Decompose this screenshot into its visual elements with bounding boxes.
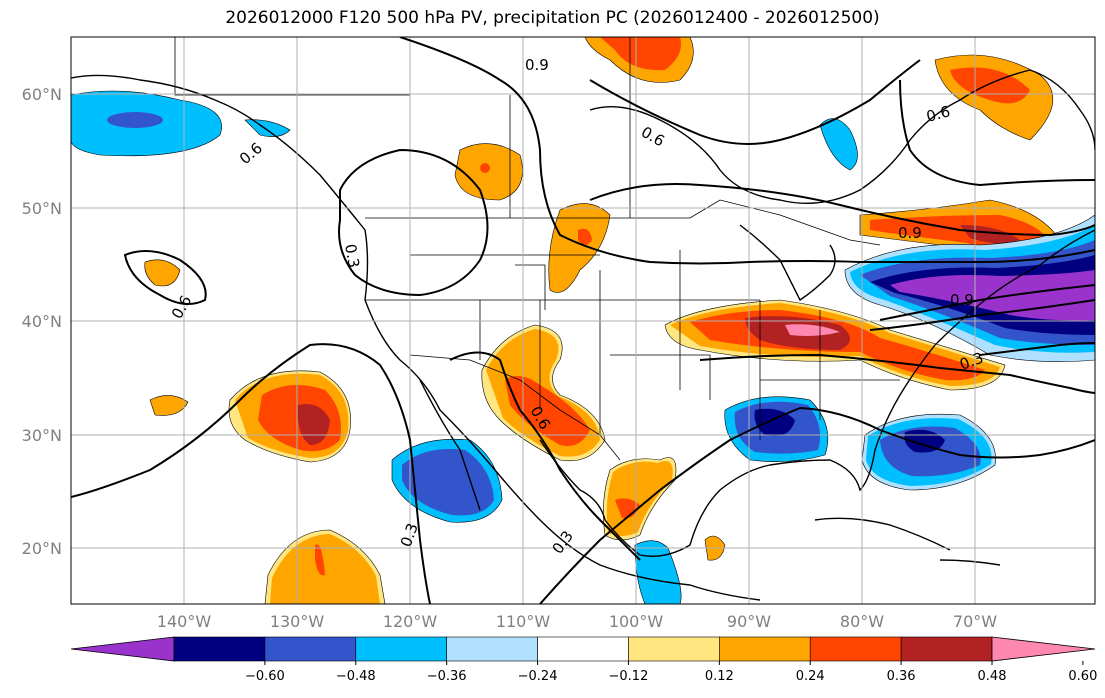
colorbar-tick-label: 0.24 [796,669,825,684]
lon-label: 140°W [157,612,212,631]
colorbar-tick-label: −0.60 [245,669,285,684]
latitude-labels: 60°N 50°N 40°N 30°N 20°N [22,85,62,558]
colorbar-tick-label: 0.48 [978,669,1007,684]
shade-orange [149,395,189,416]
map-frame [70,36,1096,605]
colorbar-tick-label: −0.12 [609,669,649,684]
colorbar-tick-label: −0.24 [518,669,558,684]
lon-label: 70°W [953,612,997,631]
colorbar-bin [809,636,902,662]
lat-label: 40°N [22,312,62,331]
contour-label: 0.9 [898,224,922,242]
colorbar-bin [719,636,811,662]
colorbar-bin [355,636,447,662]
lon-label: 130°W [270,612,325,631]
contour-label: 0.9 [525,56,549,74]
colorbar-bin [264,636,357,662]
lat-label: 30°N [22,426,62,445]
colorbar-tick-label: −0.48 [336,669,376,684]
lon-label: 120°W [383,612,438,631]
shade-orange [144,259,181,287]
shade-dark-blue [107,112,163,128]
lat-label: 20°N [22,539,62,558]
colorbar-extend-low [70,636,175,662]
lon-label: 90°W [727,612,771,631]
shade-red-orange [615,498,640,519]
colorbar-bin [537,636,629,662]
colorbar-bin [900,636,993,662]
shade-navy [754,408,795,436]
contour-label: 0.9 [950,291,974,309]
lat-label: 50°N [22,199,62,218]
shade-red-orange [505,376,590,446]
colorbar-tick-label: 0.36 [887,669,916,684]
contour-label: 0.3 [341,243,363,270]
lon-label: 80°W [840,612,884,631]
map-title: 2026012000 F120 500 hPa PV, precipitatio… [225,8,880,28]
shade-pink [785,324,840,336]
lon-label: 100°W [609,612,664,631]
pv-contours [71,37,1095,604]
colorbar-tick-label: −0.36 [427,669,467,684]
contour-label: 0.6 [924,102,952,126]
coastlines [71,69,1095,601]
lat-label: 60°N [22,85,62,104]
shade-medium-blue [402,449,494,516]
colorbar-bin [628,636,720,662]
longitude-labels: 140°W 130°W 120°W 110°W 100°W 90°W 80°W … [157,612,997,631]
shade-red-orange [600,37,681,71]
shade-red-orange [315,544,325,576]
colorbar: −0.60 −0.48 −0.36 −0.24 −0.12 0.12 0.24 0.36 0.4… [70,636,1097,684]
graticule [71,37,1095,604]
colorbar-bin [446,636,538,662]
colorbar-tick-label: 0.60 [1068,669,1097,684]
colorbar-tick-label: 0.12 [705,669,734,684]
shade-blue [244,119,291,137]
colorbar-extend-high [991,636,1096,662]
lon-label: 110°W [496,612,551,631]
colorbar-bin [173,636,266,662]
shade-orange [454,143,523,201]
shade-red-orange [578,228,592,245]
